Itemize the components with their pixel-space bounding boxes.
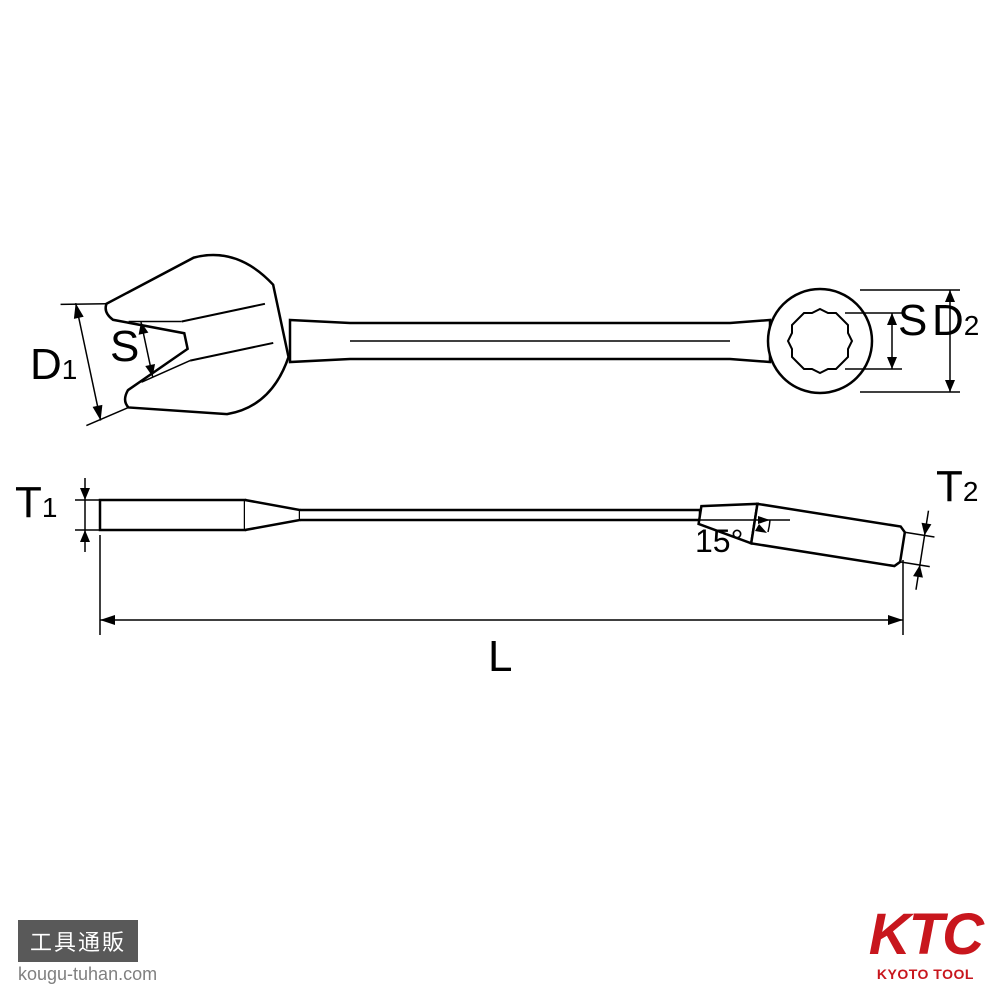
label-s-left: S xyxy=(110,322,139,372)
wrench-diagram-svg xyxy=(0,0,1000,1000)
label-s-right: S xyxy=(898,296,927,346)
wrench-top-view xyxy=(61,243,960,435)
brand-logo: KTC KYOTO TOOL xyxy=(869,906,982,982)
label-angle: 15° xyxy=(695,523,743,560)
footer-badge: 工具通販 xyxy=(18,920,138,962)
wrench-side-view xyxy=(75,478,938,635)
label-d1: D1 xyxy=(30,340,77,390)
logo-subtitle: KYOTO TOOL xyxy=(869,966,982,982)
label-t2: T2 xyxy=(936,462,978,512)
label-length: L xyxy=(488,632,512,682)
logo-text: KTC xyxy=(869,906,982,964)
label-d2: D2 xyxy=(932,296,979,346)
footer-url: kougu-tuhan.com xyxy=(18,964,157,985)
label-t1: T1 xyxy=(15,478,57,528)
technical-diagram: D1 S S D2 T1 T2 15° L xyxy=(0,0,1000,1000)
